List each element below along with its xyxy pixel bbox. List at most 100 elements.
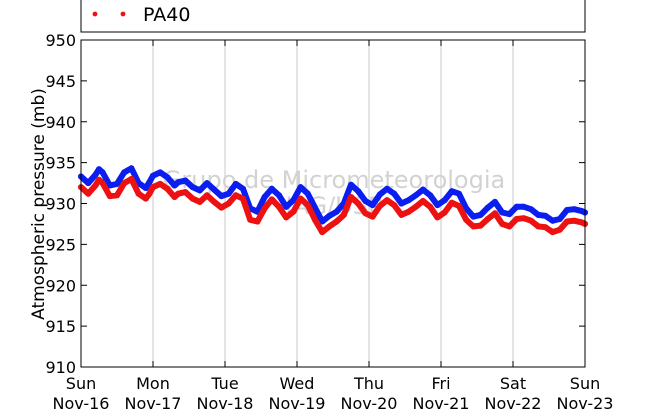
- data-point: [434, 202, 441, 209]
- x-tick-label-date: Nov-20: [341, 394, 398, 409]
- data-point: [85, 190, 92, 197]
- data-point: [448, 199, 455, 206]
- data-point: [114, 180, 120, 187]
- x-tick-label-date: Nov-18: [197, 394, 254, 409]
- data-point: [405, 208, 412, 215]
- data-point: [427, 192, 434, 199]
- x-tick-label-day: Mon: [136, 374, 170, 393]
- data-point: [218, 193, 225, 200]
- data-point: [535, 211, 542, 218]
- data-point: [312, 216, 318, 223]
- data-point: [99, 180, 106, 187]
- data-point: [535, 223, 542, 230]
- data-point: [477, 211, 484, 218]
- data-point: [189, 184, 196, 191]
- data-point: [85, 180, 92, 187]
- data-point: [412, 203, 419, 210]
- x-tick-label-date: Nov-16: [53, 394, 110, 409]
- data-point: [369, 213, 376, 220]
- watermark: Grupo de Micrometeorologia IAG/USP: [163, 166, 505, 220]
- data-point: [499, 209, 506, 216]
- x-tick-label-date: Nov-17: [125, 394, 182, 409]
- legend-label: PA40: [143, 4, 190, 26]
- x-tick-label-date: Nov-21: [413, 394, 470, 409]
- data-point: [146, 190, 153, 197]
- data-point: [261, 205, 268, 212]
- data-point: [470, 213, 477, 220]
- x-tick-label-day: Fri: [431, 374, 450, 393]
- data-point: [92, 182, 99, 189]
- series-blue: [78, 165, 588, 225]
- data-point: [348, 194, 354, 200]
- data-point: [268, 196, 275, 203]
- data-point: [232, 180, 239, 187]
- data-point: [182, 189, 189, 196]
- data-point: [128, 165, 135, 172]
- data-point: [564, 207, 570, 213]
- y-axis-label: Atmospheric pressure (mb): [29, 88, 49, 320]
- data-point: [391, 202, 398, 209]
- data-point: [484, 204, 491, 211]
- data-point: [448, 188, 455, 195]
- series-pa40: [78, 176, 588, 236]
- data-point: [564, 218, 570, 225]
- legend: PA40: [80, 0, 586, 33]
- y-tick-label: 910: [45, 358, 76, 377]
- legend-marker-dot: [120, 11, 126, 17]
- data-point: [513, 203, 520, 210]
- data-point: [135, 190, 142, 197]
- data-point: [121, 180, 128, 187]
- x-tick-label-date: Nov-23: [557, 394, 614, 409]
- x-tick-label-day: Thu: [353, 374, 384, 393]
- data-point: [283, 214, 290, 221]
- data-point: [420, 198, 426, 204]
- data-point: [391, 190, 398, 197]
- data-point: [164, 185, 171, 192]
- data-point: [355, 200, 362, 207]
- x-axis: SunNov-16MonNov-17TueNov-18WedNov-19ThuN…: [53, 40, 614, 409]
- data-point: [297, 184, 304, 191]
- x-tick-label-day: Wed: [280, 374, 315, 393]
- data-point: [362, 198, 369, 204]
- y-tick-label: 930: [45, 195, 76, 214]
- data-point: [506, 223, 513, 230]
- data-point: [434, 214, 441, 221]
- y-tick-label: 935: [45, 154, 76, 173]
- data-point: [247, 216, 254, 223]
- x-tick-label-day: Sun: [66, 374, 96, 393]
- data-point: [150, 184, 156, 191]
- data-point: [268, 185, 275, 192]
- data-point: [175, 190, 182, 197]
- data-point: [333, 208, 340, 215]
- data-point: [290, 197, 297, 204]
- data-point: [528, 206, 534, 213]
- data-point: [520, 215, 527, 222]
- data-point: [556, 226, 563, 233]
- y-tick-label: 915: [45, 317, 76, 336]
- data-point: [261, 194, 268, 200]
- data-point: [106, 193, 113, 200]
- watermark-line-1: Grupo de Micrometeorologia: [163, 166, 505, 194]
- data-point: [484, 216, 491, 222]
- legend-box: [80, 0, 586, 33]
- data-point: [477, 222, 484, 229]
- data-point: [355, 188, 362, 195]
- data-point: [520, 203, 527, 210]
- data-point: [232, 192, 239, 199]
- data-point: [196, 198, 203, 205]
- data-point: [571, 206, 578, 213]
- data-point: [492, 210, 498, 217]
- data-point: [369, 202, 376, 209]
- data-point: [196, 187, 203, 194]
- data-point: [506, 211, 513, 218]
- data-point: [106, 182, 113, 189]
- data-point: [218, 204, 225, 211]
- data-point: [398, 211, 405, 218]
- y-tick-label: 920: [45, 276, 76, 295]
- data-point: [556, 216, 563, 222]
- x-tick-label-day: Sun: [570, 374, 600, 393]
- data-point: [142, 185, 149, 191]
- data-point: [240, 195, 246, 202]
- x-tick-label-day: Sat: [500, 374, 526, 393]
